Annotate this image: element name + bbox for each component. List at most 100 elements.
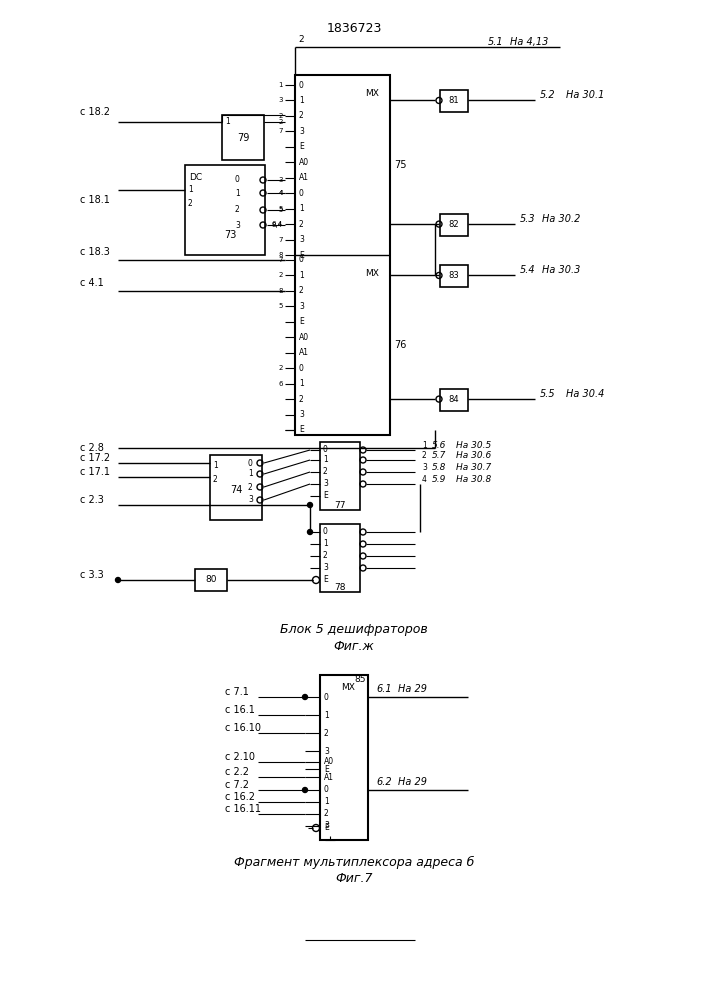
Text: 5.8: 5.8 xyxy=(432,462,446,472)
Text: 2: 2 xyxy=(235,206,240,215)
Text: 1: 1 xyxy=(225,117,230,126)
Text: MX: MX xyxy=(365,89,379,98)
Text: 0: 0 xyxy=(299,81,304,90)
Text: 2: 2 xyxy=(279,365,283,371)
Text: На 30.1: На 30.1 xyxy=(566,90,604,100)
Bar xyxy=(185,165,265,255)
Text: с 7.2: с 7.2 xyxy=(225,780,249,790)
Text: 5.6: 5.6 xyxy=(432,440,446,450)
Text: 3: 3 xyxy=(323,564,328,572)
Text: 3: 3 xyxy=(299,410,304,419)
Text: 1: 1 xyxy=(299,271,304,280)
Text: с 7.1: с 7.1 xyxy=(225,687,249,697)
Text: 85: 85 xyxy=(354,676,366,684)
Text: Блок 5 дешифраторов: Блок 5 дешифраторов xyxy=(280,624,428,637)
Text: 81: 81 xyxy=(449,96,460,105)
Text: 1: 1 xyxy=(248,470,252,479)
Text: с 2.3: с 2.3 xyxy=(80,495,104,505)
Text: 1: 1 xyxy=(235,188,240,198)
Text: На 30.3: На 30.3 xyxy=(542,265,580,275)
Text: 8,4: 8,4 xyxy=(272,222,283,228)
Text: 3: 3 xyxy=(299,235,304,244)
Text: с 4.1: с 4.1 xyxy=(80,278,104,288)
Text: 3: 3 xyxy=(279,177,283,183)
Bar xyxy=(222,115,264,160)
Text: 77: 77 xyxy=(334,500,346,510)
Text: На 30.8: На 30.8 xyxy=(456,475,491,484)
Text: 79: 79 xyxy=(237,133,249,143)
Text: 0: 0 xyxy=(235,176,240,184)
Circle shape xyxy=(303,788,308,792)
Text: 2: 2 xyxy=(324,728,329,738)
Text: 5.5: 5.5 xyxy=(540,389,556,399)
Circle shape xyxy=(308,502,312,508)
Text: 2: 2 xyxy=(248,483,252,491)
Text: 5.9: 5.9 xyxy=(432,475,446,484)
Text: 6: 6 xyxy=(279,381,283,387)
Text: 83: 83 xyxy=(449,271,460,280)
Text: 3: 3 xyxy=(299,127,304,136)
Text: E: E xyxy=(299,142,304,151)
Text: 1: 1 xyxy=(299,96,304,105)
Text: E: E xyxy=(299,250,304,259)
Text: 3: 3 xyxy=(422,462,427,472)
Text: 5.4: 5.4 xyxy=(520,265,536,275)
Text: E: E xyxy=(324,764,329,774)
Bar xyxy=(320,442,360,510)
Text: 2: 2 xyxy=(324,810,329,818)
Text: 3: 3 xyxy=(235,221,240,230)
Text: Фиг.ж: Фиг.ж xyxy=(334,641,375,654)
Text: На 29: На 29 xyxy=(398,684,427,694)
Text: 5.1: 5.1 xyxy=(488,37,503,47)
Text: 2: 2 xyxy=(299,286,304,295)
Text: 3: 3 xyxy=(323,480,328,488)
Text: 82: 82 xyxy=(449,220,460,229)
Bar xyxy=(440,265,468,287)
Text: с 18.3: с 18.3 xyxy=(80,247,110,257)
Text: 8: 8 xyxy=(279,252,283,258)
Text: 73: 73 xyxy=(224,230,236,240)
Text: E: E xyxy=(324,824,329,832)
Text: 3: 3 xyxy=(279,97,283,103)
Bar xyxy=(440,214,468,236)
Text: с 2.8: с 2.8 xyxy=(80,443,104,453)
Text: 1: 1 xyxy=(299,379,304,388)
Bar xyxy=(320,675,368,840)
Text: 1: 1 xyxy=(324,710,329,720)
Text: 2: 2 xyxy=(299,220,304,229)
Text: E: E xyxy=(323,576,328,584)
Text: 1: 1 xyxy=(279,82,283,88)
Bar xyxy=(440,90,468,112)
Text: 4: 4 xyxy=(279,190,283,196)
Text: с 17.1: с 17.1 xyxy=(80,467,110,477)
Text: 4: 4 xyxy=(422,475,427,484)
Text: 7: 7 xyxy=(279,237,283,243)
Text: A1: A1 xyxy=(324,772,334,782)
Text: На 30.6: На 30.6 xyxy=(456,450,491,460)
Text: с 2.10: с 2.10 xyxy=(225,752,255,762)
Text: 75: 75 xyxy=(394,160,407,170)
Text: 0: 0 xyxy=(299,189,304,198)
Text: 0: 0 xyxy=(299,364,304,373)
Text: 3: 3 xyxy=(324,822,329,830)
Text: 2: 2 xyxy=(299,111,304,120)
Text: DC: DC xyxy=(189,172,202,182)
Bar xyxy=(210,455,262,520)
Text: 78: 78 xyxy=(334,582,346,591)
Text: 2: 2 xyxy=(188,198,193,208)
Text: 2: 2 xyxy=(298,34,303,43)
Text: 2: 2 xyxy=(279,272,283,278)
Text: с 16.10: с 16.10 xyxy=(225,723,261,733)
Text: A1: A1 xyxy=(299,348,309,357)
Text: 5: 5 xyxy=(279,207,283,213)
Text: 1: 1 xyxy=(213,460,218,470)
Text: 0: 0 xyxy=(323,528,328,536)
Text: 6.1: 6.1 xyxy=(376,684,392,694)
Text: 2: 2 xyxy=(299,395,304,404)
Text: с 2.2: с 2.2 xyxy=(225,767,249,777)
Bar xyxy=(320,524,360,592)
Text: 1: 1 xyxy=(299,204,304,213)
Text: с 16.11: с 16.11 xyxy=(225,804,261,814)
Text: с 16.1: с 16.1 xyxy=(225,705,255,715)
Text: 2: 2 xyxy=(213,476,218,485)
